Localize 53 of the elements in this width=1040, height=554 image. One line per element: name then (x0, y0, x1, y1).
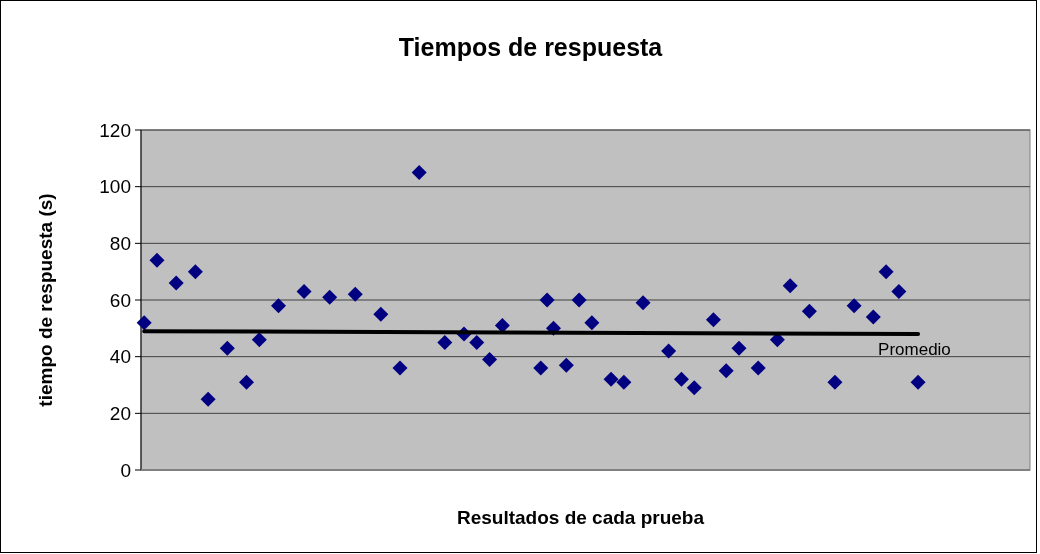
y-tick-label: 80 (109, 232, 131, 254)
y-tick-label: 40 (109, 346, 131, 368)
point (661, 343, 677, 359)
point (673, 371, 689, 387)
point (347, 286, 363, 302)
point (782, 278, 798, 294)
point (705, 312, 721, 328)
point (827, 374, 843, 390)
point (251, 332, 267, 348)
point (149, 252, 165, 268)
y-tick-label: 20 (109, 402, 131, 424)
point (411, 165, 427, 180)
point (322, 289, 338, 305)
point (168, 275, 184, 291)
point (910, 374, 926, 390)
point (469, 335, 485, 350)
point (558, 357, 574, 373)
point (392, 360, 408, 376)
chart-title: Tiempos de respuesta (398, 33, 664, 61)
point (584, 315, 600, 331)
point (616, 374, 632, 390)
point (187, 264, 203, 280)
point (801, 303, 817, 319)
point (219, 340, 235, 356)
y-tick-label: 60 (109, 289, 131, 311)
y-tick-label: 120 (99, 119, 131, 141)
point (482, 352, 498, 367)
point (539, 292, 555, 308)
point (533, 360, 549, 376)
y-axis-title: tiempo de respuesta (s) (35, 193, 56, 407)
point (571, 292, 587, 308)
point (718, 363, 734, 379)
point (686, 380, 702, 396)
point (494, 318, 510, 333)
point (296, 284, 312, 299)
point (846, 298, 862, 314)
point (271, 298, 287, 314)
point (603, 371, 619, 387)
point (200, 391, 216, 407)
point (239, 374, 255, 390)
point (635, 295, 651, 311)
point (731, 340, 747, 356)
y-tick-label: 0 (120, 459, 131, 481)
series-label: Promedio (878, 340, 951, 359)
x-axis-title: Resultados de cada prueba (456, 507, 705, 528)
point (750, 360, 766, 376)
y-tick-label: 100 (99, 176, 131, 198)
point (437, 335, 453, 350)
point (878, 264, 894, 280)
point (891, 284, 907, 299)
point (136, 315, 152, 331)
point (865, 309, 881, 325)
point (373, 306, 389, 322)
